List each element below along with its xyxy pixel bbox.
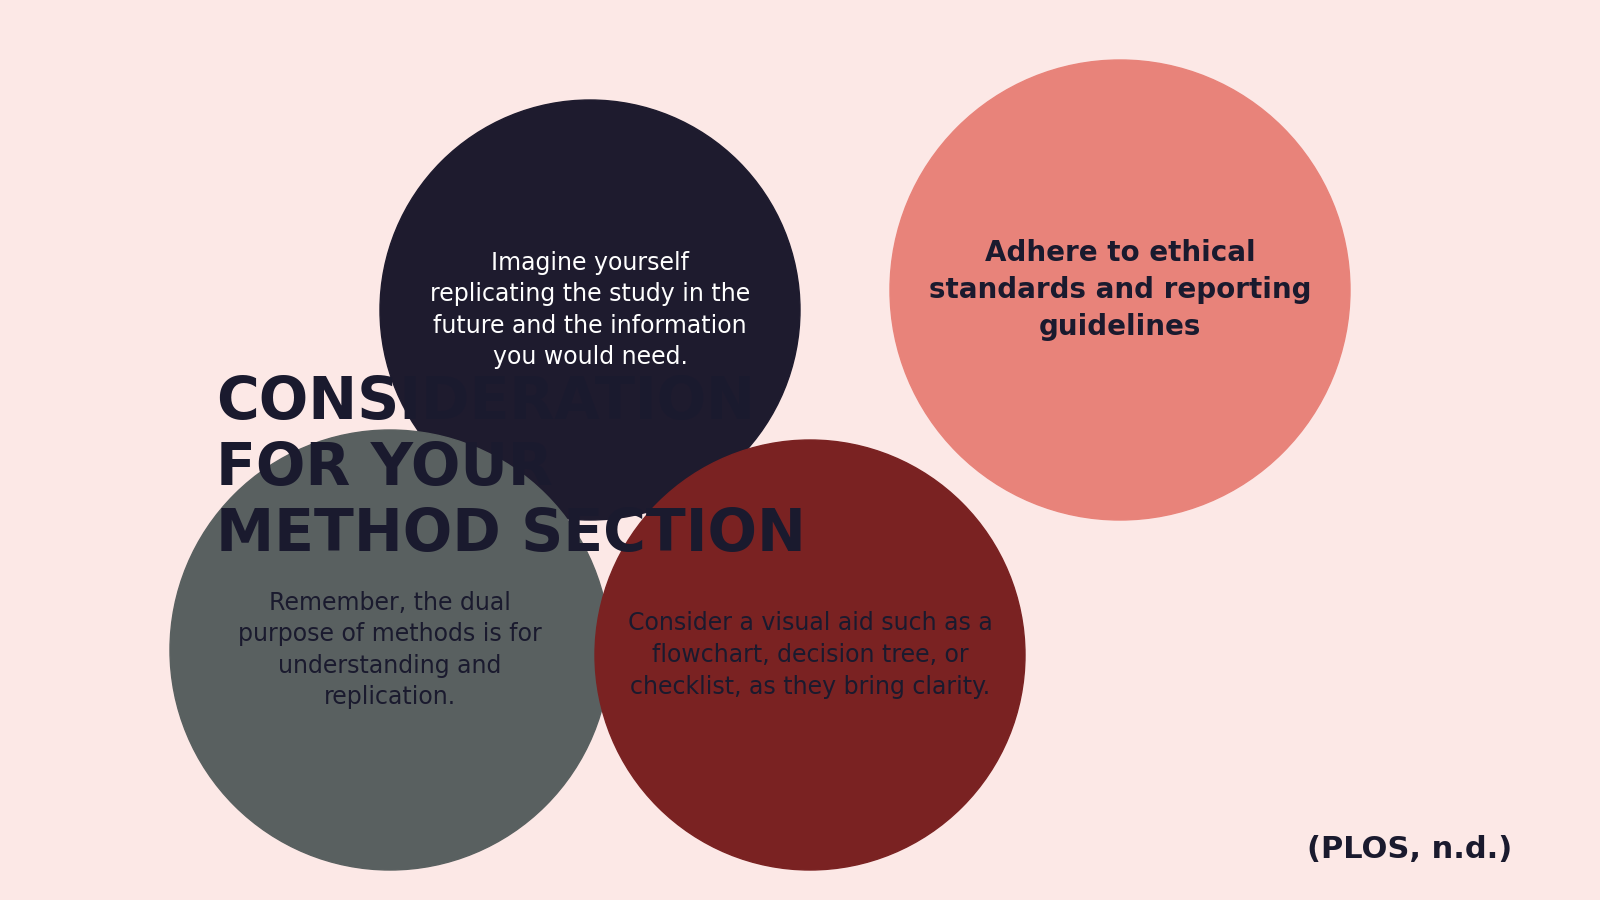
Circle shape — [381, 100, 800, 520]
Circle shape — [170, 430, 610, 870]
Text: Adhere to ethical
standards and reporting
guidelines: Adhere to ethical standards and reportin… — [928, 239, 1312, 341]
Circle shape — [890, 60, 1350, 520]
Text: Remember, the dual
purpose of methods is for
understanding and
replication.: Remember, the dual purpose of methods is… — [238, 590, 542, 709]
Circle shape — [595, 440, 1026, 870]
Text: (PLOS, n.d.): (PLOS, n.d.) — [1307, 835, 1512, 864]
Text: Imagine yourself
replicating the study in the
future and the information
you wou: Imagine yourself replicating the study i… — [430, 250, 750, 369]
Text: CONSIDERATION
FOR YOUR
METHOD SECTION: CONSIDERATION FOR YOUR METHOD SECTION — [216, 374, 806, 562]
Text: Consider a visual aid such as a
flowchart, decision tree, or
checklist, as they : Consider a visual aid such as a flowchar… — [627, 611, 992, 698]
